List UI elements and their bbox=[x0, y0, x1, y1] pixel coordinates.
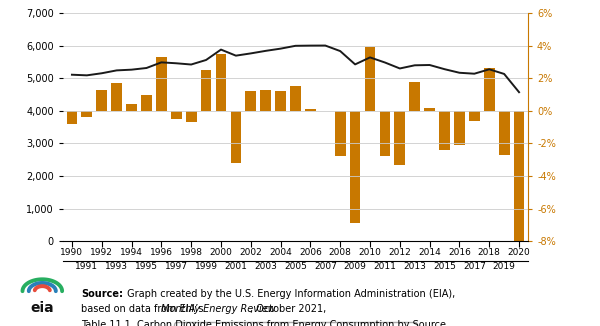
Bar bbox=[305, 109, 316, 111]
Bar bbox=[499, 111, 509, 155]
Bar bbox=[365, 47, 376, 111]
Bar bbox=[201, 70, 211, 111]
Bar bbox=[469, 111, 480, 121]
Bar bbox=[275, 91, 286, 111]
Text: Monthly Energy Review: Monthly Energy Review bbox=[161, 304, 275, 314]
Bar bbox=[335, 111, 346, 156]
Bar bbox=[484, 68, 494, 111]
Text: , October 2021,: , October 2021, bbox=[250, 304, 326, 314]
Bar bbox=[126, 104, 137, 111]
Bar bbox=[514, 111, 524, 289]
Bar bbox=[156, 57, 167, 111]
Bar bbox=[260, 90, 271, 111]
Text: Graph created by the U.S. Energy Information Administration (EIA),: Graph created by the U.S. Energy Informa… bbox=[124, 289, 455, 299]
Bar bbox=[215, 54, 226, 111]
Bar bbox=[424, 108, 435, 111]
Text: Source:: Source: bbox=[81, 289, 123, 299]
Text: Table 11.1, Carbon Dioxide Emissions from Energy Consumption by Source: Table 11.1, Carbon Dioxide Emissions fro… bbox=[81, 320, 446, 326]
Bar bbox=[97, 90, 107, 111]
Bar bbox=[380, 111, 390, 156]
Bar bbox=[245, 91, 256, 111]
Bar bbox=[454, 111, 465, 145]
Bar bbox=[290, 86, 301, 111]
Bar bbox=[394, 111, 405, 165]
Bar bbox=[171, 111, 182, 119]
Bar bbox=[409, 82, 420, 111]
Legend: percentage change, total energy CO2: percentage change, total energy CO2 bbox=[175, 322, 416, 326]
Bar bbox=[141, 95, 152, 111]
Text: based on data from EIA’s ⁠: based on data from EIA’s ⁠ bbox=[81, 304, 206, 314]
Bar bbox=[230, 111, 241, 163]
Bar bbox=[439, 111, 450, 150]
Bar bbox=[82, 111, 92, 117]
Bar bbox=[186, 111, 197, 122]
Bar bbox=[67, 111, 77, 124]
Text: eia: eia bbox=[31, 301, 54, 315]
Bar bbox=[111, 83, 122, 111]
Bar bbox=[350, 111, 361, 223]
